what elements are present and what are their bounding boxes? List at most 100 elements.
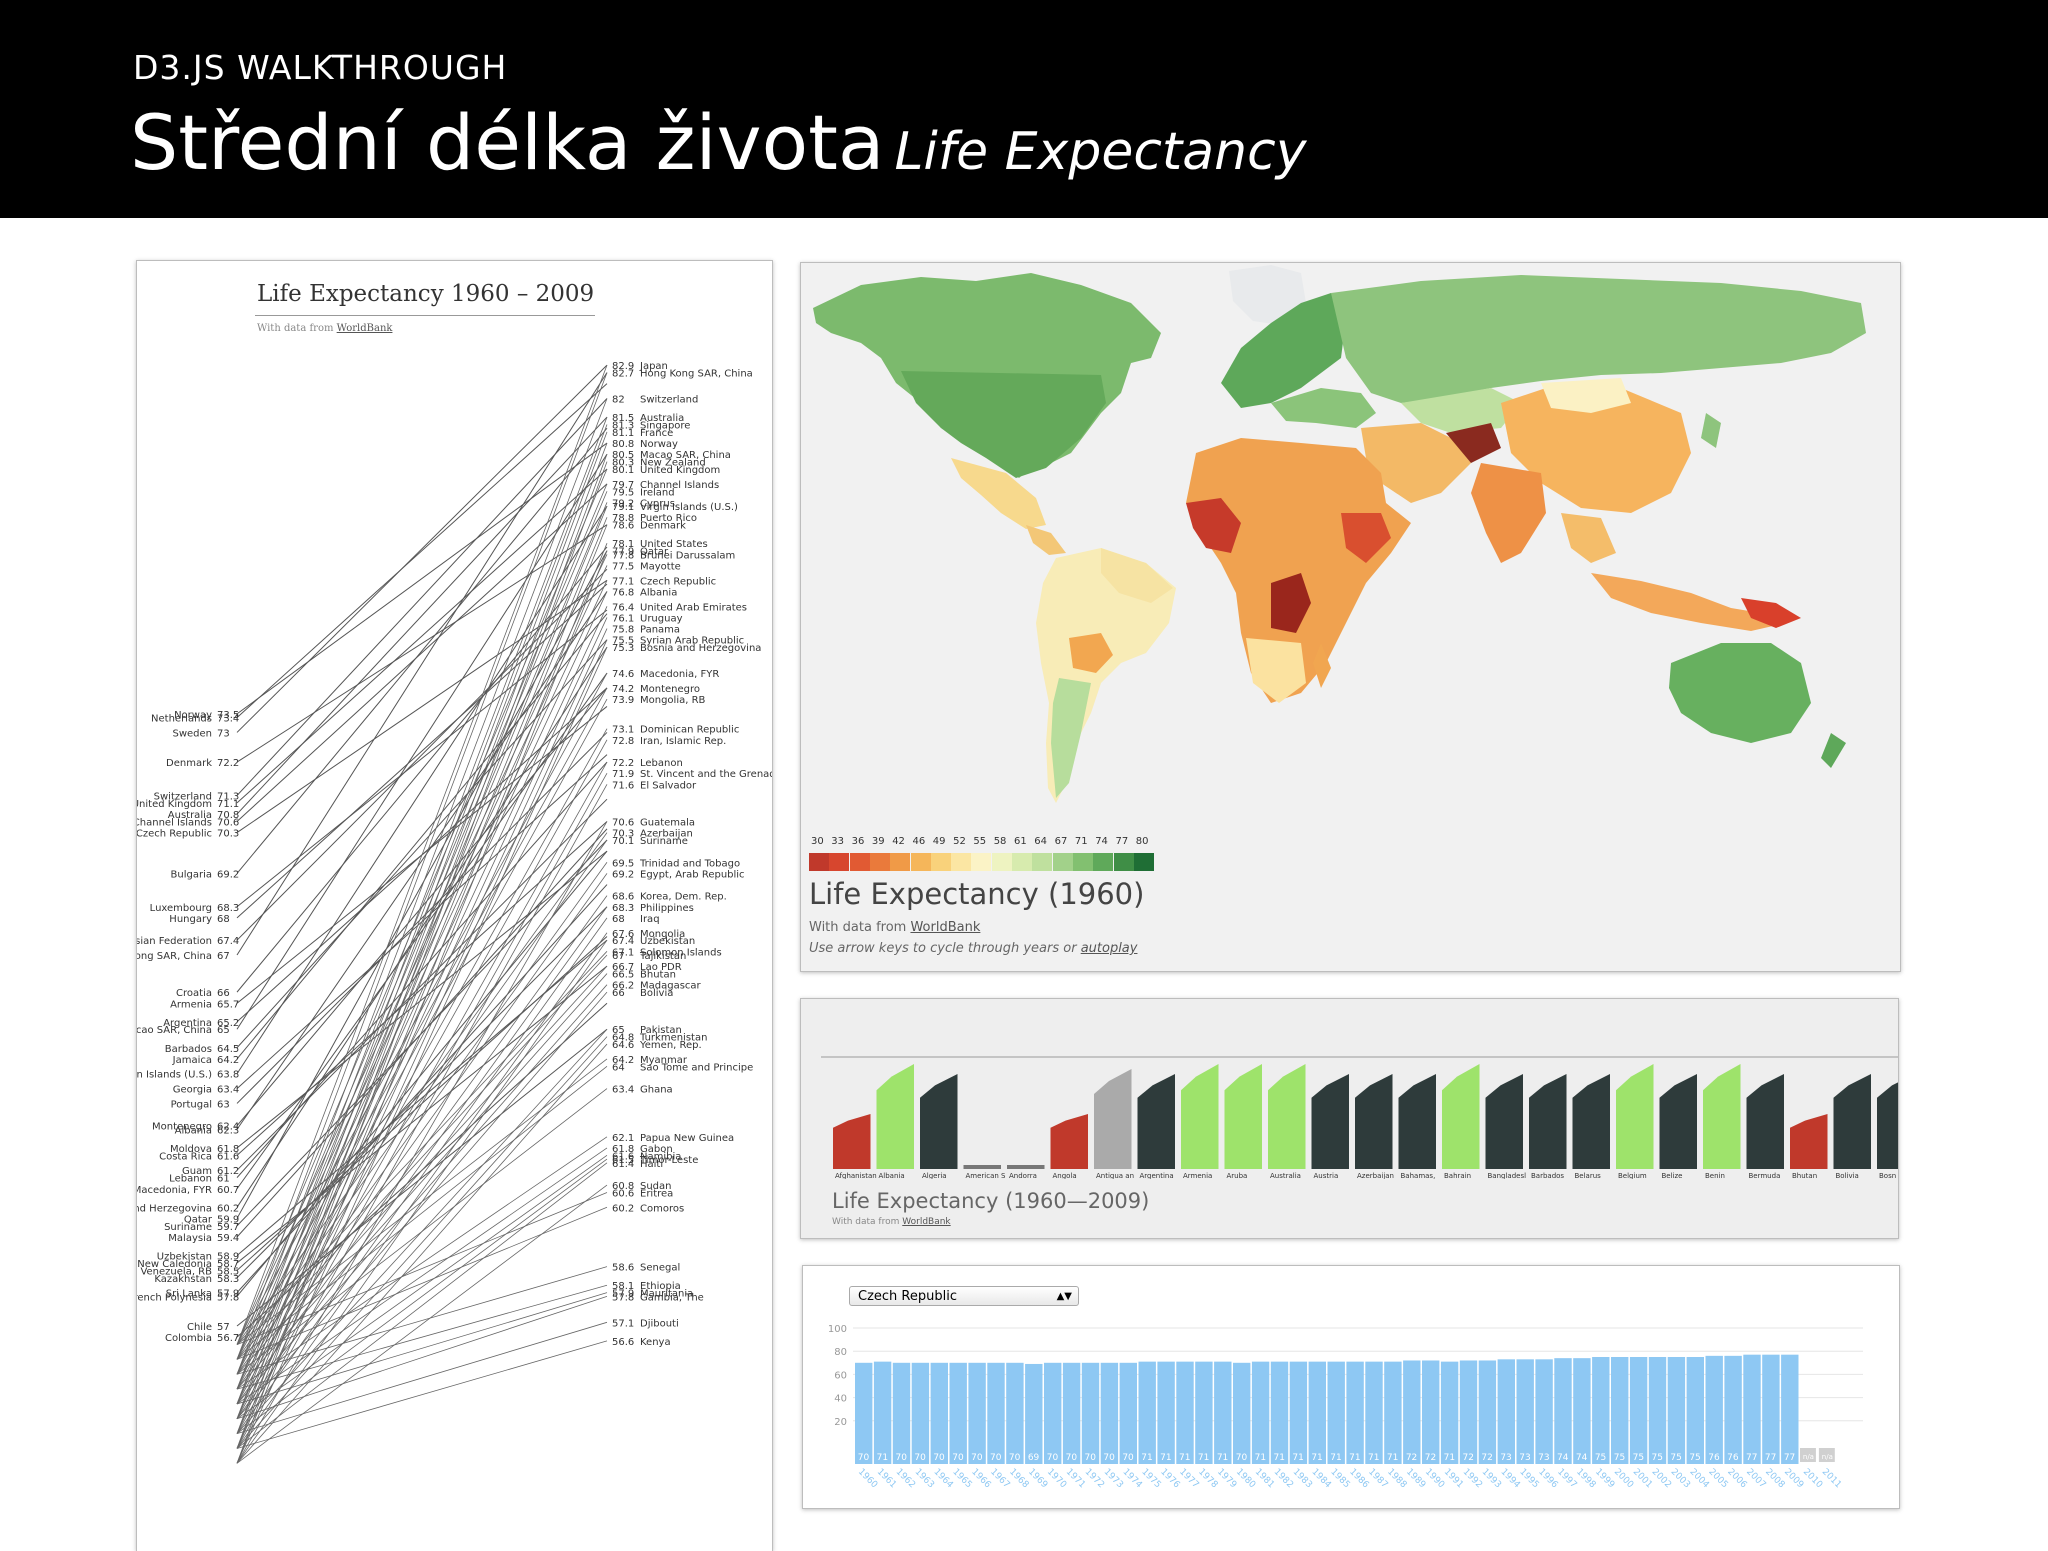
cz-bar[interactable] <box>1176 1361 1194 1464</box>
cz-bar[interactable] <box>1119 1362 1137 1464</box>
cz-bar[interactable] <box>1554 1358 1572 1464</box>
slope-left-label: Chile <box>187 1322 212 1333</box>
slope-left-value: 66 <box>217 988 230 999</box>
slope-right-label: Gambia, The <box>640 1292 704 1303</box>
slope-right-value: 82.9 <box>612 361 634 372</box>
country-select[interactable]: Czech Republic ▲▼ <box>849 1286 1079 1306</box>
country-axis-label: Australia <box>1270 1172 1301 1179</box>
cz-bar[interactable] <box>1667 1357 1686 1464</box>
slope-right-label: Switzerland <box>640 395 698 406</box>
cz-x-tick: 2000 <box>1612 1467 1635 1490</box>
slope-right-label: Macedonia, FYR <box>640 669 719 680</box>
slope-left-label: Qatar <box>184 1214 213 1225</box>
slope-left-value: 65.2 <box>217 1018 239 1029</box>
cz-bar[interactable] <box>1648 1357 1667 1464</box>
cz-bar-label: 73 <box>1519 1453 1530 1463</box>
cz-bar[interactable] <box>1006 1362 1024 1464</box>
cz-bar[interactable] <box>1478 1360 1497 1464</box>
worldbank-link[interactable]: WorldBank <box>336 323 393 334</box>
legend-swatch <box>1093 853 1114 871</box>
cz-bar[interactable] <box>1384 1361 1402 1464</box>
cz-bar[interactable] <box>1100 1362 1119 1464</box>
cz-bar[interactable] <box>930 1362 948 1464</box>
cz-bar[interactable] <box>1497 1359 1515 1464</box>
cz-bar[interactable] <box>1025 1363 1043 1464</box>
slope-line <box>236 609 608 908</box>
slope-left-value: 63.8 <box>217 1070 239 1081</box>
slope-line <box>236 761 608 1419</box>
cz-x-tick: 2003 <box>1669 1467 1692 1490</box>
cz-x-tick: 1993 <box>1480 1467 1503 1490</box>
bars-worldbank-link[interactable]: WorldBank <box>902 1217 951 1227</box>
cz-bar[interactable] <box>1270 1361 1289 1464</box>
slope-line <box>236 639 608 1449</box>
slope-right-value: 81.3 <box>612 420 634 431</box>
slope-right-value: 75.8 <box>612 625 634 636</box>
slope-right-label: Turkmenistan <box>639 1033 707 1044</box>
autoplay-link[interactable]: autoplay <box>1080 941 1138 956</box>
slope-right-label: Timor-Leste <box>639 1155 698 1166</box>
cz-bar[interactable] <box>1289 1361 1308 1464</box>
cz-bar[interactable] <box>1403 1360 1421 1464</box>
slope-right-value: 67.1 <box>612 947 634 958</box>
cz-bar[interactable] <box>855 1362 873 1464</box>
cz-bar[interactable] <box>1459 1360 1478 1464</box>
slope-left-label: Switzerland <box>154 791 212 802</box>
slope-right-value: 75.3 <box>612 643 634 654</box>
slope-left-value: 59.4 <box>217 1233 239 1244</box>
cz-bar[interactable] <box>1743 1354 1761 1464</box>
cz-bar[interactable] <box>1195 1361 1213 1464</box>
cz-bar[interactable] <box>1781 1354 1799 1464</box>
cz-bar[interactable] <box>892 1362 911 1464</box>
cz-bar[interactable] <box>873 1361 892 1464</box>
cz-bar[interactable] <box>1062 1362 1081 1464</box>
cz-bar[interactable] <box>1157 1361 1175 1464</box>
slope-right-value: 80.1 <box>612 465 634 476</box>
cz-bar[interactable] <box>1044 1362 1062 1464</box>
cz-bar[interactable] <box>1440 1361 1459 1464</box>
cz-bar[interactable] <box>1214 1361 1232 1464</box>
middle-east-region <box>1361 423 1471 503</box>
cz-bar[interactable] <box>968 1362 986 1464</box>
slope-line <box>236 491 608 1375</box>
slope-right-value: 58.1 <box>612 1281 634 1292</box>
slope-right-value: 82.7 <box>612 369 634 380</box>
cz-bar[interactable] <box>1705 1355 1723 1464</box>
slope-right-label: Mongolia, RB <box>640 695 706 706</box>
slope-left-value: 61.6 <box>217 1151 239 1162</box>
cz-bar[interactable] <box>1346 1361 1364 1464</box>
cz-bar[interactable] <box>1233 1362 1251 1464</box>
slope-right-label: Mauritania <box>640 1289 693 1300</box>
cz-bar[interactable] <box>1138 1361 1156 1464</box>
cz-bar[interactable] <box>1573 1358 1591 1464</box>
cz-bar[interactable] <box>1251 1361 1270 1464</box>
cz-bar[interactable] <box>1081 1362 1100 1464</box>
slope-right-label: Czech Republic <box>640 576 716 587</box>
map-worldbank-link[interactable]: WorldBank <box>910 920 981 935</box>
cz-bar[interactable] <box>911 1362 930 1464</box>
slope-line <box>236 505 608 1075</box>
cz-bar[interactable] <box>1365 1361 1383 1464</box>
slope-line <box>236 973 608 1390</box>
cz-bar[interactable] <box>1516 1359 1534 1464</box>
cz-x-tick: 2001 <box>1631 1467 1654 1490</box>
cz-bar[interactable] <box>1629 1357 1648 1464</box>
cz-bar[interactable] <box>1592 1357 1610 1464</box>
cz-bar[interactable] <box>1686 1357 1704 1464</box>
cz-bar[interactable] <box>1535 1359 1553 1464</box>
cz-bar[interactable] <box>1327 1361 1345 1464</box>
legend-label: 80 <box>1135 836 1149 847</box>
cz-bar[interactable] <box>1762 1354 1780 1464</box>
cz-bar[interactable] <box>1611 1357 1629 1464</box>
cz-bar[interactable] <box>987 1362 1005 1464</box>
slope-left-value: 57.8 <box>217 1292 239 1303</box>
cz-bar[interactable] <box>949 1362 967 1464</box>
cz-bar[interactable] <box>1724 1355 1742 1464</box>
cz-y-tick: 80 <box>834 1347 847 1358</box>
cz-bar[interactable] <box>1422 1360 1440 1464</box>
map-panel: 30 33 36 39 42 46 49 52 55 58 61 64 67 71 74 77 80 Life … <box>800 262 1901 972</box>
slope-left-label: Lebanon <box>169 1174 212 1185</box>
cz-bar-label: 71 <box>1179 1453 1190 1463</box>
cz-x-tick: 1991 <box>1442 1467 1465 1490</box>
cz-bar[interactable] <box>1308 1361 1326 1464</box>
